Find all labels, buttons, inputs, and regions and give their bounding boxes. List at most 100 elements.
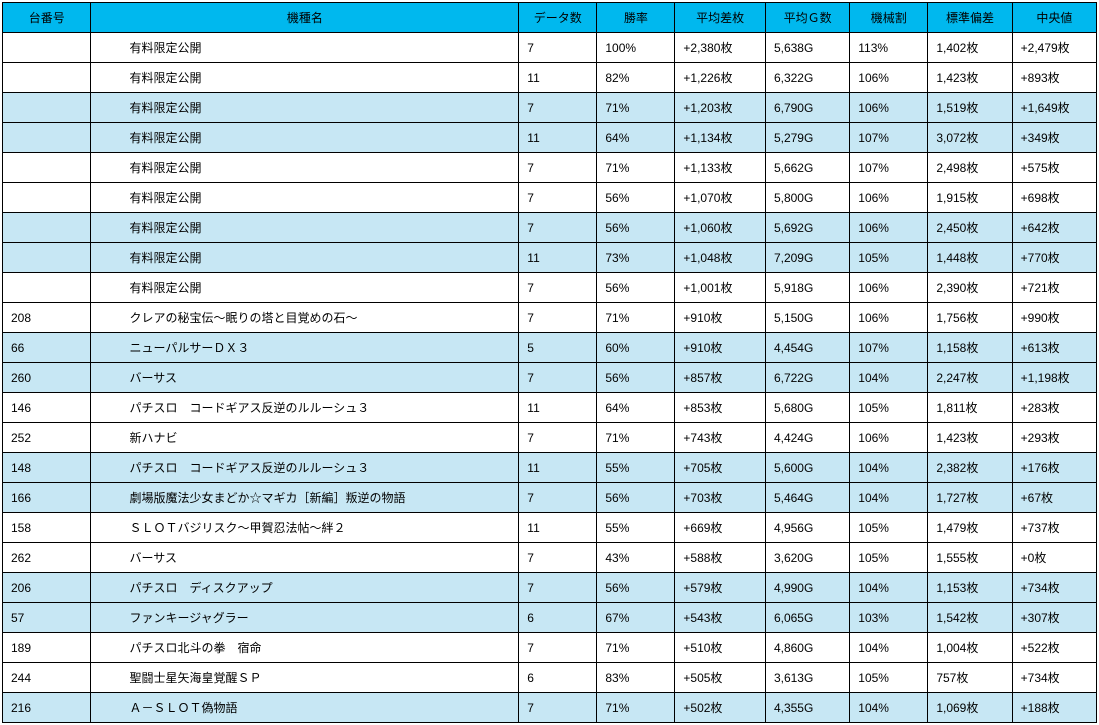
- table-row: 有料限定公開1173%+1,048枚7,209G105%1,448枚+770枚: [3, 243, 1097, 273]
- cell-diff: +669枚: [675, 513, 766, 543]
- cell-diff: +1,133枚: [675, 153, 766, 183]
- cell-num: [3, 93, 91, 123]
- cell-std: 1,915枚: [928, 183, 1012, 213]
- cell-num: [3, 273, 91, 303]
- cell-data: 11: [519, 63, 597, 93]
- cell-rate: 83%: [597, 663, 675, 693]
- cell-data: 7: [519, 543, 597, 573]
- cell-diff: +1,001枚: [675, 273, 766, 303]
- cell-name: 有料限定公開: [91, 123, 519, 153]
- cell-data: 7: [519, 693, 597, 723]
- cell-std: 1,448枚: [928, 243, 1012, 273]
- cell-std: 2,247枚: [928, 363, 1012, 393]
- cell-std: 2,498枚: [928, 153, 1012, 183]
- cell-rate: 73%: [597, 243, 675, 273]
- cell-diff: +703枚: [675, 483, 766, 513]
- cell-med: +734枚: [1012, 663, 1096, 693]
- cell-data: 11: [519, 393, 597, 423]
- cell-std: 2,382枚: [928, 453, 1012, 483]
- cell-num: 189: [3, 633, 91, 663]
- cell-diff: +1,134枚: [675, 123, 766, 153]
- cell-mech: 104%: [850, 483, 928, 513]
- cell-rate: 71%: [597, 93, 675, 123]
- table-row: 66ニューパルサーＤＸ３560%+910枚4,454G107%1,158枚+61…: [3, 333, 1097, 363]
- cell-diff: +853枚: [675, 393, 766, 423]
- cell-med: +698枚: [1012, 183, 1096, 213]
- cell-diff: +1,070枚: [675, 183, 766, 213]
- table-row: 206パチスロ ディスクアップ756%+579枚4,990G104%1,153枚…: [3, 573, 1097, 603]
- cell-diff: +705枚: [675, 453, 766, 483]
- cell-name: ＳＬＯＴバジリスク～甲賀忍法帖～絆２: [91, 513, 519, 543]
- cell-mech: 107%: [850, 153, 928, 183]
- cell-med: +176枚: [1012, 453, 1096, 483]
- cell-std: 1,402枚: [928, 33, 1012, 63]
- cell-num: [3, 243, 91, 273]
- header-data: データ数: [519, 3, 597, 33]
- cell-std: 1,811枚: [928, 393, 1012, 423]
- cell-g: 5,638G: [765, 33, 849, 63]
- cell-name: バーサス: [91, 363, 519, 393]
- table-row: 216Ａ－ＳＬＯＴ偽物語771%+502枚4,355G104%1,069枚+18…: [3, 693, 1097, 723]
- cell-num: [3, 63, 91, 93]
- cell-diff: +910枚: [675, 333, 766, 363]
- cell-rate: 71%: [597, 423, 675, 453]
- cell-med: +293枚: [1012, 423, 1096, 453]
- cell-diff: +857枚: [675, 363, 766, 393]
- cell-mech: 105%: [850, 543, 928, 573]
- cell-std: 1,004枚: [928, 633, 1012, 663]
- cell-diff: +1,048枚: [675, 243, 766, 273]
- cell-med: +2,479枚: [1012, 33, 1096, 63]
- cell-rate: 56%: [597, 363, 675, 393]
- header-mech: 機械割: [850, 3, 928, 33]
- cell-num: 206: [3, 573, 91, 603]
- cell-med: +307枚: [1012, 603, 1096, 633]
- cell-num: 158: [3, 513, 91, 543]
- cell-mech: 107%: [850, 333, 928, 363]
- cell-rate: 43%: [597, 543, 675, 573]
- cell-data: 7: [519, 303, 597, 333]
- cell-g: 5,662G: [765, 153, 849, 183]
- cell-mech: 104%: [850, 453, 928, 483]
- cell-name: バーサス: [91, 543, 519, 573]
- cell-num: 260: [3, 363, 91, 393]
- table-row: 有料限定公開771%+1,133枚5,662G107%2,498枚+575枚: [3, 153, 1097, 183]
- table-row: 有料限定公開756%+1,070枚5,800G106%1,915枚+698枚: [3, 183, 1097, 213]
- cell-med: +1,198枚: [1012, 363, 1096, 393]
- table-row: 148パチスロ コードギアス反逆のルルーシュ３1155%+705枚5,600G1…: [3, 453, 1097, 483]
- cell-g: 3,620G: [765, 543, 849, 573]
- cell-data: 7: [519, 93, 597, 123]
- cell-num: 262: [3, 543, 91, 573]
- cell-g: 5,918G: [765, 273, 849, 303]
- cell-g: 6,722G: [765, 363, 849, 393]
- cell-data: 7: [519, 573, 597, 603]
- cell-name: パチスロ ディスクアップ: [91, 573, 519, 603]
- table-row: 262バーサス743%+588枚3,620G105%1,555枚+0枚: [3, 543, 1097, 573]
- cell-mech: 106%: [850, 183, 928, 213]
- cell-data: 7: [519, 363, 597, 393]
- cell-data: 7: [519, 213, 597, 243]
- table-row: 166劇場版魔法少女まどか☆マギカ［新編］叛逆の物語756%+703枚5,464…: [3, 483, 1097, 513]
- cell-g: 5,279G: [765, 123, 849, 153]
- cell-std: 1,479枚: [928, 513, 1012, 543]
- cell-mech: 106%: [850, 273, 928, 303]
- cell-std: 1,555枚: [928, 543, 1012, 573]
- cell-g: 5,692G: [765, 213, 849, 243]
- cell-med: +575枚: [1012, 153, 1096, 183]
- cell-diff: +1,203枚: [675, 93, 766, 123]
- table-row: 有料限定公開7100%+2,380枚5,638G113%1,402枚+2,479…: [3, 33, 1097, 63]
- cell-med: +613枚: [1012, 333, 1096, 363]
- cell-data: 7: [519, 423, 597, 453]
- cell-num: [3, 33, 91, 63]
- cell-diff: +743枚: [675, 423, 766, 453]
- cell-rate: 67%: [597, 603, 675, 633]
- cell-g: 4,860G: [765, 633, 849, 663]
- cell-std: 1,423枚: [928, 423, 1012, 453]
- table-row: 有料限定公開1182%+1,226枚6,322G106%1,423枚+893枚: [3, 63, 1097, 93]
- cell-g: 6,322G: [765, 63, 849, 93]
- cell-std: 2,390枚: [928, 273, 1012, 303]
- cell-name: クレアの秘宝伝～眠りの塔と目覚めの石～: [91, 303, 519, 333]
- cell-med: +0枚: [1012, 543, 1096, 573]
- cell-std: 1,756枚: [928, 303, 1012, 333]
- cell-g: 4,355G: [765, 693, 849, 723]
- cell-mech: 104%: [850, 633, 928, 663]
